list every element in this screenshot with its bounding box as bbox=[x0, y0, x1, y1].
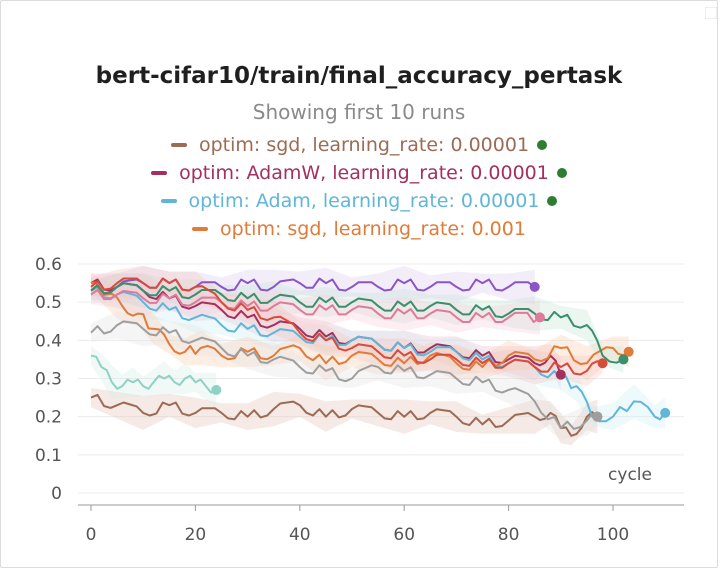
legend-label: optim: sgd, learning_rate: 0.00001 bbox=[198, 134, 530, 156]
x-tick-label: 20 bbox=[185, 525, 207, 545]
legend-item[interactable]: optim: Adam, learning_rate: 0.00001 bbox=[1, 187, 717, 215]
series-line bbox=[90, 393, 598, 437]
series-end-marker bbox=[534, 312, 545, 323]
series-line bbox=[90, 289, 541, 323]
series-end-marker bbox=[618, 354, 629, 365]
series-band bbox=[91, 265, 603, 387]
legend-swatch bbox=[160, 199, 177, 203]
legend-label: optim: AdamW, learning_rate: 0.00001 bbox=[179, 162, 549, 184]
series-end-marker bbox=[592, 411, 603, 422]
status-dot-icon bbox=[537, 140, 548, 150]
x-tick-label: 80 bbox=[498, 525, 520, 545]
axes: 0 0.1 0.2 0.3 0.4 0.5 0.6 0 20 40 60 80 100 bbox=[35, 255, 684, 545]
y-tick-label: 0.4 bbox=[35, 331, 62, 351]
series-line bbox=[90, 286, 666, 423]
series-line bbox=[90, 320, 598, 430]
series-band bbox=[91, 273, 629, 381]
status-dot-icon bbox=[547, 196, 558, 206]
chart-subtitle: Showing first 10 runs bbox=[252, 100, 466, 124]
series-line bbox=[90, 281, 630, 371]
y-tick-label: 0.2 bbox=[35, 408, 62, 428]
y-tick-label: 0.1 bbox=[35, 446, 62, 466]
legend-swatch bbox=[151, 171, 168, 175]
x-tick-label: 60 bbox=[393, 525, 415, 545]
series-end-marker bbox=[555, 369, 566, 380]
legend-item[interactable]: optim: AdamW, learning_rate: 0.00001 bbox=[1, 159, 717, 187]
y-tick-label: 0.5 bbox=[35, 293, 62, 313]
series-end-marker bbox=[597, 358, 608, 369]
chart-legend: optim: sgd, learning_rate: 0.00001 optim… bbox=[1, 131, 717, 243]
legend-label: optim: Adam, learning_rate: 0.00001 bbox=[188, 190, 540, 212]
end-markers bbox=[211, 281, 671, 422]
legend-swatch bbox=[192, 227, 209, 231]
y-tick-label: 0 bbox=[51, 484, 62, 504]
chart-title: bert-cifar10/train/final_accuracy_pertas… bbox=[95, 63, 623, 89]
series-end-marker bbox=[623, 346, 634, 357]
x-tick-label: 40 bbox=[289, 525, 311, 545]
x-tick-label: 100 bbox=[597, 525, 629, 545]
y-tick-label: 0.6 bbox=[35, 255, 62, 275]
y-tick-label: 0.3 bbox=[35, 370, 62, 390]
series-end-marker bbox=[211, 384, 222, 395]
series-lines bbox=[90, 277, 666, 437]
series-band bbox=[91, 281, 540, 335]
series-band bbox=[91, 346, 217, 408]
legend-label: optim: sgd, learning_rate: 0.001 bbox=[220, 218, 526, 240]
series-line bbox=[90, 277, 603, 376]
confidence-bands bbox=[91, 265, 666, 446]
series-line bbox=[90, 354, 217, 394]
legend-swatch bbox=[170, 143, 187, 147]
series-end-marker bbox=[660, 407, 671, 418]
x-axis-label: cycle bbox=[608, 465, 652, 485]
legend-item[interactable]: optim: sgd, learning_rate: 0.001 bbox=[1, 215, 717, 243]
series-end-marker bbox=[529, 281, 540, 292]
status-dot-icon bbox=[556, 168, 567, 178]
series-band bbox=[91, 265, 535, 305]
x-tick-label: 0 bbox=[86, 525, 97, 545]
series-band bbox=[91, 273, 624, 373]
legend-item[interactable]: optim: sgd, learning_rate: 0.00001 bbox=[1, 131, 717, 159]
